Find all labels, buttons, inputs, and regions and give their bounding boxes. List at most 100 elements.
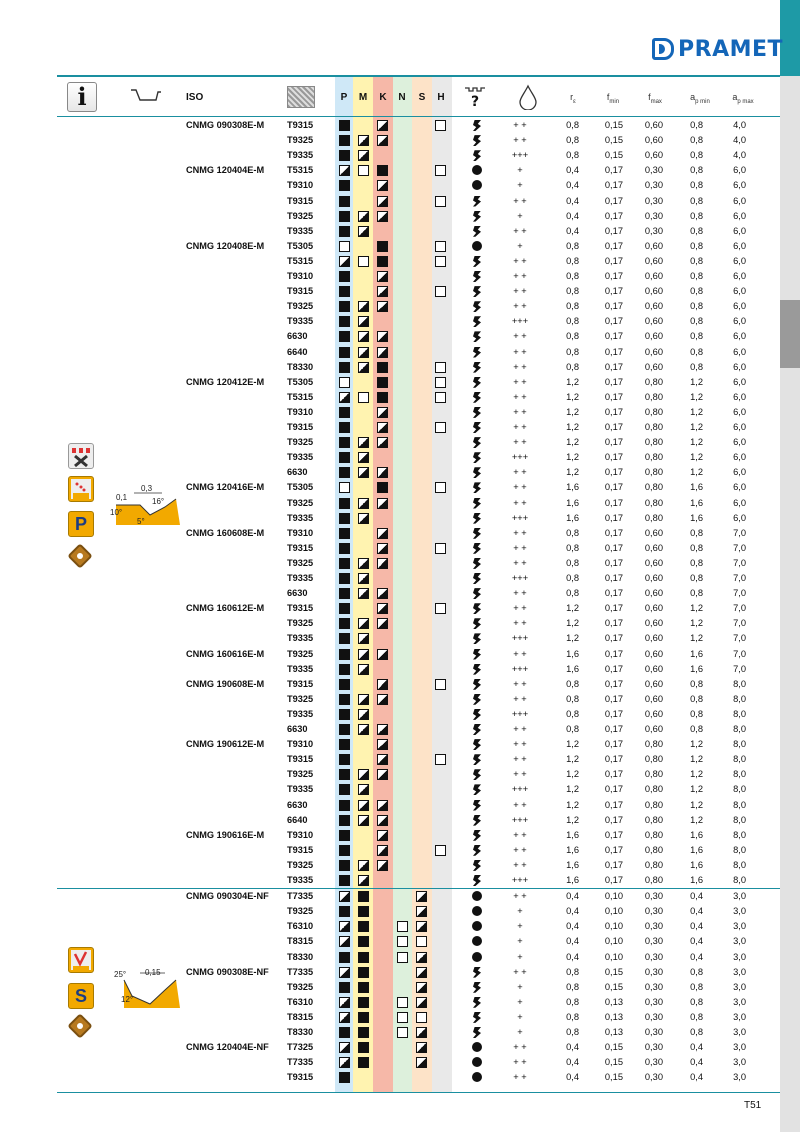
table-row[interactable]: 6630 + + 0,8 0,17 0,60 0,8 7,0 xyxy=(0,586,780,601)
table-row[interactable]: 6640 + + 0,8 0,17 0,60 0,8 6,0 xyxy=(0,345,780,360)
depth-min: 0,8 xyxy=(690,981,703,992)
table-row[interactable]: CNMG 160608E-M T9310 + + 0,8 0,17 0,60 0,8 7,0 xyxy=(0,526,780,541)
table-row[interactable]: T9335 +++ 1,2 0,17 0,60 1,2 7,0 xyxy=(0,631,780,646)
table-row[interactable]: CNMG 190608E-M T9315 + + 0,8 0,17 0,60 0,8 8,0 xyxy=(0,677,780,692)
table-row[interactable]: CNMG 120412E-M T5305 + + 1,2 0,17 0,80 1,2 6,0 xyxy=(0,375,780,390)
table-row[interactable]: T9325 + + 1,6 0,17 0,80 1,6 6,0 xyxy=(0,496,780,511)
grade-name: T5305 xyxy=(287,240,314,251)
depth-min: 1,2 xyxy=(690,467,703,478)
table-row[interactable]: T9335 +++ 0,8 0,17 0,60 0,8 7,0 xyxy=(0,571,780,586)
table-row[interactable]: T9335 +++ 0,8 0,17 0,60 0,8 8,0 xyxy=(0,707,780,722)
cutting-rating: + + xyxy=(513,966,527,977)
cutting-rating: + + xyxy=(513,542,527,553)
suitability-p-icon xyxy=(339,844,350,856)
table-row[interactable]: T9335 +++ 0,8 0,17 0,60 0,8 6,0 xyxy=(0,314,780,329)
table-row[interactable]: 6630 + + 1,2 0,17 0,80 1,2 8,0 xyxy=(0,798,780,813)
table-row[interactable]: CNMG 190612E-M T9310 + + 1,2 0,17 0,80 1,2 8,0 xyxy=(0,737,780,752)
table-row[interactable]: T9335 +++ 1,2 0,17 0,80 1,2 8,0 xyxy=(0,782,780,797)
active-section-tab[interactable] xyxy=(780,300,800,368)
table-row[interactable]: T9325 +0,8 0,15 0,30 0,8 3,0 xyxy=(0,980,780,995)
grade-name: T8330 xyxy=(287,361,314,372)
table-row[interactable]: T9335 +++ 1,2 0,17 0,80 1,2 6,0 xyxy=(0,450,780,465)
suitability-m-icon xyxy=(358,859,369,871)
table-row[interactable]: T9325 +0,4 0,10 0,30 0,4 3,0 xyxy=(0,904,780,919)
table-row[interactable]: T8315 +0,8 0,13 0,30 0,8 3,0 xyxy=(0,1010,780,1025)
table-row[interactable]: 6630 + + 0,8 0,17 0,60 0,8 8,0 xyxy=(0,722,780,737)
table-row[interactable]: T9325 + + 1,6 0,17 0,80 1,6 8,0 xyxy=(0,858,780,873)
info-icon[interactable]: i xyxy=(67,82,97,112)
table-row[interactable]: CNMG 090308E-M T9315 + + 0,8 0,15 0,60 0,8 4,0 xyxy=(0,118,780,133)
table-row[interactable]: CNMG 120416E-M T5305 + + 1,6 0,17 0,80 1,6 6,0 xyxy=(0,480,780,495)
chip-breaker-symbol-icon xyxy=(472,392,482,403)
suitability-k-icon xyxy=(377,361,388,373)
grade-name: T9335 xyxy=(287,708,314,719)
table-row[interactable]: T9315 + + 0,4 0,15 0,30 0,4 3,0 xyxy=(0,1070,780,1085)
depth-max: 6,0 xyxy=(733,406,746,417)
table-row[interactable]: T7335 + + 0,4 0,15 0,30 0,4 3,0 xyxy=(0,1055,780,1070)
table-row[interactable]: T5315 + + 0,8 0,17 0,60 0,8 6,0 xyxy=(0,254,780,269)
table-row[interactable]: T9325 + + 0,8 0,17 0,60 0,8 6,0 xyxy=(0,299,780,314)
feed-max: 0,30 xyxy=(644,1057,663,1068)
table-row[interactable]: T9310 + + 1,2 0,17 0,80 1,2 6,0 xyxy=(0,405,780,420)
table-row[interactable]: T8330 + + 0,8 0,17 0,60 0,8 6,0 xyxy=(0,360,780,375)
table-row[interactable]: T9325 + + 0,8 0,17 0,60 0,8 8,0 xyxy=(0,692,780,707)
table-row[interactable]: CNMG 160612E-M T9315 + + 1,2 0,17 0,60 1,2 7,0 xyxy=(0,601,780,616)
table-row[interactable]: T9315 + + 1,2 0,17 0,80 1,2 8,0 xyxy=(0,752,780,767)
table-row[interactable]: 6630 + + 1,2 0,17 0,80 1,2 6,0 xyxy=(0,465,780,480)
table-row[interactable]: T9325 + + 0,8 0,17 0,60 0,8 7,0 xyxy=(0,556,780,571)
table-row[interactable]: T6310 +0,8 0,13 0,30 0,8 3,0 xyxy=(0,995,780,1010)
suitability-p-icon xyxy=(339,921,350,933)
table-row[interactable]: T9325 + + 1,2 0,17 0,80 1,2 6,0 xyxy=(0,435,780,450)
table-row[interactable]: T9315 + + 1,6 0,17 0,80 1,6 8,0 xyxy=(0,843,780,858)
cutting-rating: + + xyxy=(513,361,527,372)
table-row[interactable]: T9335 +++ 1,6 0,17 0,80 1,6 8,0 xyxy=(0,873,780,888)
table-row[interactable]: T9325 + + 1,2 0,17 0,80 1,2 8,0 xyxy=(0,767,780,782)
suitability-m-icon xyxy=(358,1042,369,1054)
corner-radius: 1,2 xyxy=(566,467,579,478)
table-row[interactable]: T9310 +0,4 0,17 0,30 0,8 6,0 xyxy=(0,178,780,193)
table-row[interactable]: T9335 +++ 1,6 0,17 0,80 1,6 6,0 xyxy=(0,511,780,526)
depth-max: 4,0 xyxy=(733,120,746,130)
table-row[interactable]: T9325 + + 0,8 0,15 0,60 0,8 4,0 xyxy=(0,133,780,148)
table-row[interactable]: T9325 +0,4 0,17 0,30 0,8 6,0 xyxy=(0,209,780,224)
corner-radius: 0,8 xyxy=(566,981,579,992)
table-row[interactable]: T8330 +0,4 0,10 0,30 0,4 3,0 xyxy=(0,950,780,965)
grade-name: T9335 xyxy=(287,663,314,674)
cutting-rating: + xyxy=(517,936,523,947)
cutting-rating: + xyxy=(517,951,523,962)
table-row[interactable]: T8315 +0,4 0,10 0,30 0,4 3,0 xyxy=(0,934,780,949)
suitability-m-icon xyxy=(358,966,369,978)
cutting-rating: + + xyxy=(513,678,527,689)
table-row[interactable]: CNMG 090308E-NF T7335 + + 0,8 0,15 0,30 0,8 3,0 xyxy=(0,965,780,980)
table-row[interactable]: T9335 +++ 0,8 0,15 0,60 0,8 4,0 xyxy=(0,148,780,163)
table-row[interactable]: T9335 + + 0,4 0,17 0,30 0,8 6,0 xyxy=(0,224,780,239)
table-row[interactable]: CNMG 120408E-M T5305 +0,8 0,17 0,60 0,8 6,0 xyxy=(0,239,780,254)
feed-max: 0,80 xyxy=(644,497,663,508)
table-row[interactable]: T9335 +++ 1,6 0,17 0,60 1,6 7,0 xyxy=(0,662,780,677)
table-row[interactable]: CNMG 160616E-M T9325 + + 1,6 0,17 0,60 1,6 7,0 xyxy=(0,647,780,662)
feed-max: 0,30 xyxy=(644,195,663,206)
table-row[interactable]: T6310 +0,4 0,10 0,30 0,4 3,0 xyxy=(0,919,780,934)
table-row[interactable]: CNMG 190616E-M T9310 + + 1,6 0,17 0,80 1,6 8,0 xyxy=(0,828,780,843)
table-row[interactable]: CNMG 120404E-NF T7325 + + 0,4 0,15 0,30 0,4 3,0 xyxy=(0,1040,780,1055)
table-row[interactable]: T9315 + + 0,8 0,17 0,60 0,8 6,0 xyxy=(0,284,780,299)
table-row[interactable]: 6640 +++ 1,2 0,17 0,80 1,2 8,0 xyxy=(0,813,780,828)
table-row[interactable]: CNMG 120404E-M T5315 +0,4 0,17 0,30 0,8 6,0 xyxy=(0,163,780,178)
depth-min: 0,8 xyxy=(690,361,703,372)
table-row[interactable]: T9315 + + 0,4 0,17 0,30 0,8 6,0 xyxy=(0,194,780,209)
table-row[interactable]: T9325 + + 1,2 0,17 0,60 1,2 7,0 xyxy=(0,616,780,631)
table-row[interactable]: T5315 + + 1,2 0,17 0,80 1,2 6,0 xyxy=(0,390,780,405)
table-row[interactable]: 6630 + + 0,8 0,17 0,60 0,8 6,0 xyxy=(0,329,780,344)
table-row[interactable]: T9310 + + 0,8 0,17 0,60 0,8 6,0 xyxy=(0,269,780,284)
table-row[interactable]: T9315 + + 1,2 0,17 0,80 1,2 6,0 xyxy=(0,420,780,435)
corner-radius: 1,2 xyxy=(566,452,579,463)
table-row[interactable]: CNMG 090304E-NF T7335 + + 0,4 0,10 0,30 0,4 3,0 xyxy=(0,889,780,904)
suitability-p-icon xyxy=(339,346,350,358)
table-row[interactable]: T9315 + + 0,8 0,17 0,60 0,8 7,0 xyxy=(0,541,780,556)
feed-min: 0,17 xyxy=(604,844,623,855)
depth-min: 1,6 xyxy=(690,648,703,659)
suitability-p-icon xyxy=(339,708,350,720)
suitability-k-icon xyxy=(377,391,388,403)
table-row[interactable]: T8330 +0,8 0,13 0,30 0,8 3,0 xyxy=(0,1025,780,1040)
chip-breaker-symbol-icon xyxy=(472,301,482,312)
